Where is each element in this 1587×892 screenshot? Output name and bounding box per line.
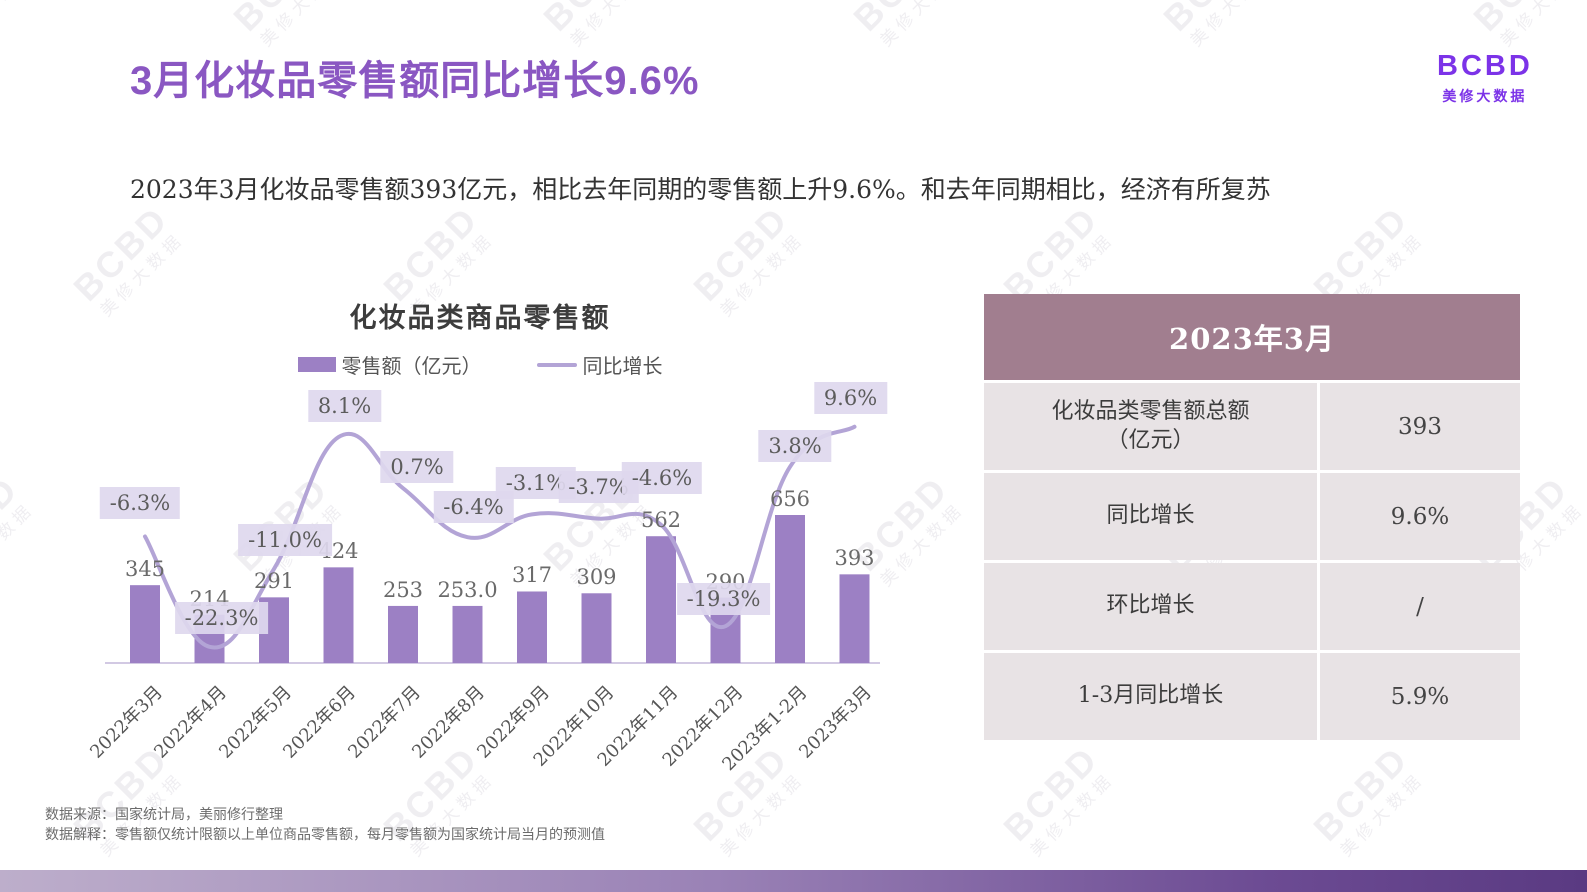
retail-bar — [581, 593, 612, 663]
footer-notes: 数据来源：国家统计局，美丽修行整理 数据解释：零售额仅统计限额以上单位商品零售额… — [45, 804, 605, 845]
row-label-cell: 1-3月同比增长 — [984, 653, 1317, 740]
watermark-brand-text: BCBD — [1305, 737, 1417, 849]
growth-pct-label: -19.3% — [676, 583, 771, 616]
slide-subtitle: 2023年3月化妆品零售额393亿元，相比去年同期的零售额上升9.6%。和去年同… — [130, 175, 1271, 204]
watermark-brand-text: BCBD — [995, 737, 1107, 849]
bar-value-label: 291 — [253, 569, 295, 594]
watermark-brand-text: BCBD — [0, 0, 27, 39]
retail-bar — [839, 574, 870, 663]
growth-pct-label: 0.7% — [380, 451, 454, 484]
watermark-brand-text: BCBD — [225, 0, 336, 39]
table-row: 1-3月同比增长 5.9% — [984, 653, 1520, 740]
retail-bar — [388, 605, 418, 663]
line-swatch-icon — [536, 362, 577, 367]
bar-value-label: 345 — [124, 557, 166, 582]
growth-pct-label: 9.6% — [813, 381, 888, 414]
plot-canvas — [105, 424, 880, 664]
watermark-brand-text: BCBD — [1305, 197, 1417, 309]
data-note-line: 数据解释：零售额仅统计限额以上单位商品零售额，每月零售额为国家统计局当月的预测值 — [45, 826, 605, 843]
watermark-brand-text: BCBD — [0, 467, 27, 579]
data-source-line: 数据来源：国家统计局，美丽修行整理 — [45, 806, 283, 822]
watermark-subbrand-text: 美修大数据 — [1496, 0, 1587, 51]
row-label-cell: 同比增长 — [984, 473, 1317, 560]
table-row: 环比增长 / — [984, 563, 1520, 650]
bottom-gradient-bar — [0, 870, 1587, 892]
growth-pct-label: -6.3% — [99, 487, 181, 520]
bar-value-label: 656 — [769, 487, 811, 511]
retail-bar — [130, 585, 160, 663]
watermark-subbrand-text: 美修大数据 — [716, 769, 809, 861]
watermark-subbrand-text: 美修大数据 — [1336, 769, 1429, 861]
retail-chart: 化妆品类商品零售额 零售额（亿元） 同比增长 345 214 291 424 253 25… — [86, 280, 890, 780]
retail-bar — [323, 567, 354, 663]
watermark-subbrand-text: 美修大数据 — [256, 0, 349, 51]
legend-line-label: 同比增长 — [582, 354, 663, 378]
row-value-cell: 5.9% — [1320, 653, 1520, 740]
retail-bar — [452, 605, 483, 663]
growth-pct-label: 3.8% — [758, 429, 832, 462]
bar-value-label: 309 — [576, 565, 617, 590]
table-row: 同比增长 9.6% — [984, 473, 1520, 560]
row-value-cell: 393 — [1320, 383, 1520, 470]
brand-logo: BCBD 美修大数据 — [1437, 52, 1533, 106]
watermark-subbrand-text: 美修大数据 — [0, 0, 39, 51]
watermark-subbrand-text: 美修大数据 — [0, 499, 39, 591]
watermark-subbrand-text: 美修大数据 — [1026, 769, 1119, 861]
logo-subbrand-text: 美修大数据 — [1442, 88, 1528, 104]
retail-bar — [775, 515, 805, 663]
bar-value-label: 562 — [640, 508, 682, 533]
bar-swatch-icon — [297, 357, 336, 372]
growth-pct-label: -4.6% — [621, 461, 703, 494]
bar-value-label: 253.0 — [437, 577, 498, 602]
chart-title: 化妆品类商品零售额 — [349, 303, 611, 334]
summary-table: 2023年3月 化妆品类零售额总额 （亿元） 393 同比增长 9.6% 环比增… — [984, 294, 1520, 740]
table-row: 化妆品类零售额总额 （亿元） 393 — [984, 383, 1520, 470]
growth-pct-label: 8.1% — [307, 390, 382, 423]
watermark-subbrand-text: 美修大数据 — [566, 0, 659, 51]
watermark-brand-text: BCBD — [1155, 0, 1266, 39]
legend-item-bar: 零售额（亿元） — [297, 350, 482, 379]
legend-item-line: 同比增长 — [536, 350, 663, 379]
retail-bar — [517, 591, 547, 663]
row-label-cell: 化妆品类零售额总额 （亿元） — [984, 383, 1317, 470]
growth-pct-label: -22.3% — [174, 601, 269, 634]
retail-bar — [646, 536, 676, 663]
bar-value-label: 253 — [382, 577, 424, 602]
row-value-cell: 9.6% — [1320, 473, 1520, 560]
legend-bar-label: 零售额（亿元） — [341, 354, 482, 378]
summary-table-header: 2023年3月 — [984, 294, 1520, 380]
page-title: 3月化妆品零售额同比增长9.6% — [130, 59, 700, 103]
watermark-brand-text: BCBD — [995, 197, 1107, 309]
logo-brand-text: BCBD — [1437, 50, 1533, 82]
growth-pct-label: -11.0% — [238, 523, 332, 556]
bar-value-label: 393 — [834, 546, 875, 571]
chart-legend: 零售额（亿元） 同比增长 — [90, 350, 870, 379]
watermark-brand-text: BCBD — [1465, 0, 1576, 39]
row-label-cell: 环比增长 — [984, 563, 1317, 650]
watermark-brand-text: BCBD — [845, 0, 956, 39]
row-value-cell: / — [1320, 563, 1520, 650]
watermark-subbrand-text: 美修大数据 — [1186, 0, 1279, 51]
watermark-subbrand-text: 美修大数据 — [876, 0, 969, 51]
watermark-brand-text: BCBD — [535, 0, 646, 39]
bar-value-label: 317 — [511, 563, 553, 588]
